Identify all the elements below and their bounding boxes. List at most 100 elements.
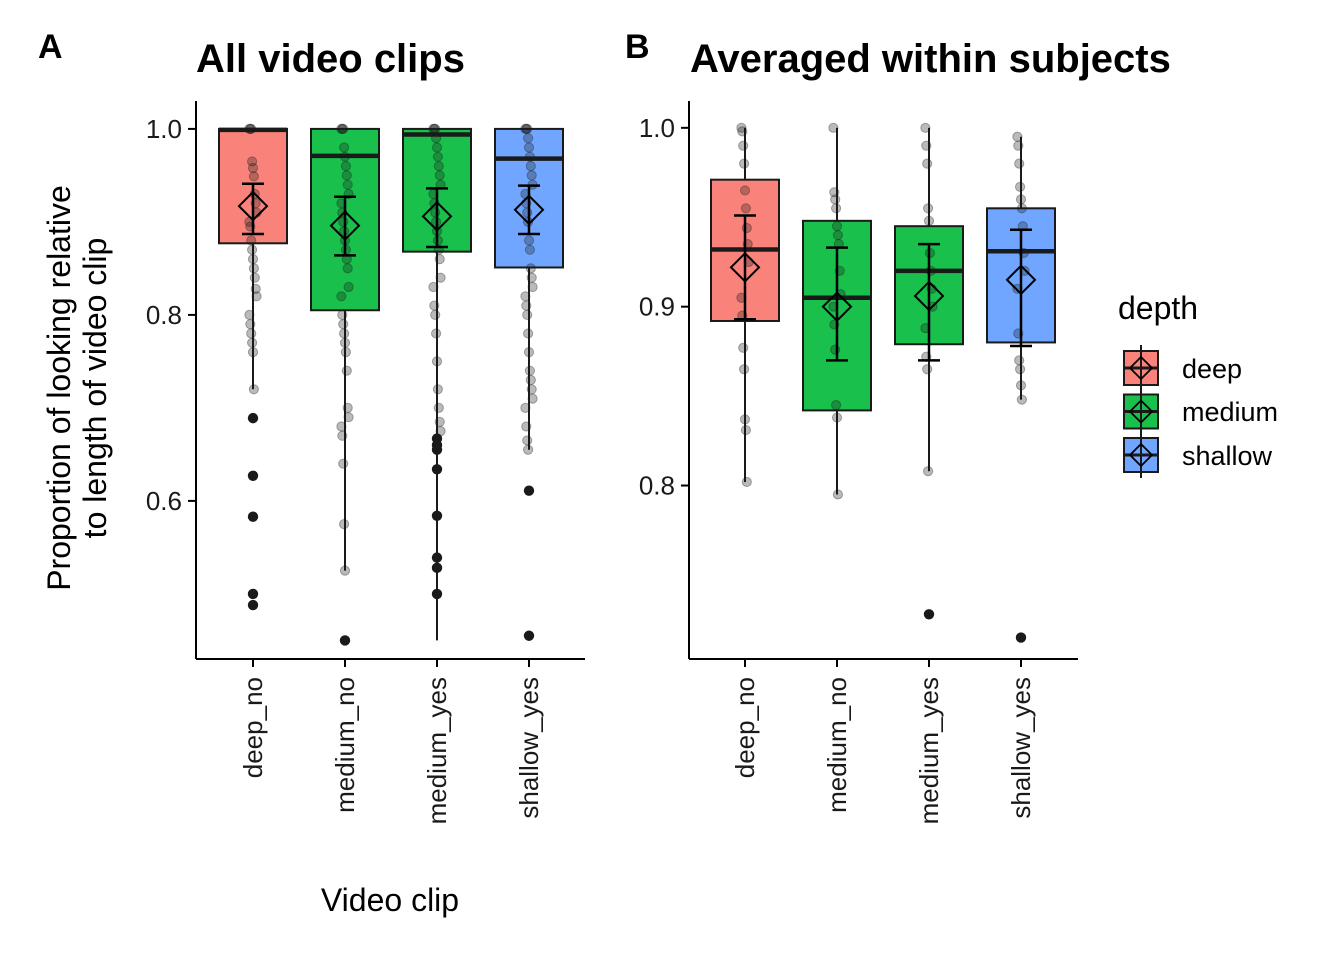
data-point (741, 476, 752, 488)
data-point (248, 263, 259, 274)
legend-keys (1123, 345, 1159, 478)
data-point (342, 263, 353, 274)
data-point (434, 254, 445, 265)
outlier-point (431, 444, 443, 455)
data-point (431, 142, 443, 153)
data-point (429, 300, 440, 311)
data-point (1016, 394, 1028, 405)
y-tick-label: 0.8 (146, 300, 182, 330)
data-point (522, 123, 533, 134)
outlier-point (247, 470, 259, 481)
data-point (921, 140, 932, 151)
data-point (342, 402, 353, 413)
x-tick-label: medium_yes (422, 677, 452, 824)
data-point (340, 347, 351, 358)
data-point (521, 300, 532, 311)
data-point (336, 123, 347, 134)
y-tick-label: 0.8 (639, 471, 675, 501)
data-point (920, 122, 931, 133)
outlier-point (431, 510, 443, 521)
legend: depth deep medium shallow (1118, 290, 1278, 478)
data-point (524, 244, 536, 255)
mean-diamond (729, 251, 761, 283)
data-point (737, 126, 748, 137)
data-point (830, 344, 841, 355)
data-point (521, 123, 532, 134)
outlier-point (923, 609, 935, 620)
data-point (434, 170, 445, 181)
data-point (435, 272, 446, 283)
data-point (244, 123, 255, 134)
data-point (431, 356, 443, 367)
data-point (342, 179, 353, 190)
outlier-point (431, 552, 443, 563)
data-point (738, 140, 749, 151)
data-point (1016, 203, 1028, 214)
data-point (336, 291, 347, 302)
panel-b-tag: B (625, 28, 650, 66)
data-point (739, 364, 750, 375)
data-point (246, 235, 257, 246)
outlier-point (247, 588, 259, 600)
data-point (245, 319, 256, 330)
x-tick-label: medium_no (822, 677, 852, 813)
data-point (1014, 158, 1025, 169)
data-point (343, 412, 354, 423)
data-point (828, 122, 839, 133)
data-point (831, 203, 842, 214)
data-point (524, 151, 536, 162)
data-point (247, 347, 259, 358)
mean-diamond (821, 291, 853, 323)
outlier-point (523, 630, 535, 641)
data-point (923, 215, 935, 226)
mean-diamond (1005, 264, 1037, 296)
data-point (523, 142, 535, 153)
data-point (337, 309, 348, 320)
data-point (520, 402, 531, 413)
data-point (739, 414, 751, 425)
y-axis-title-line-1: Proportion of looking relative (41, 185, 77, 591)
data-point (250, 283, 261, 294)
data-point (922, 158, 933, 169)
legend-title: depth (1118, 290, 1198, 326)
outlier-point (247, 412, 259, 424)
outlier-point (431, 464, 443, 475)
data-point (428, 123, 439, 134)
data-point (522, 309, 533, 320)
legend-label-shallow: shallow (1182, 441, 1273, 471)
data-point (338, 216, 349, 227)
data-point (523, 235, 535, 246)
data-point (248, 171, 259, 182)
data-point (527, 281, 538, 293)
data-point (431, 133, 442, 144)
data-point (433, 161, 444, 172)
data-point (831, 412, 843, 423)
data-point (247, 244, 258, 255)
panel-a-title: All video clips (196, 37, 465, 81)
data-point (739, 158, 750, 169)
data-point (1013, 140, 1024, 151)
data-point (830, 194, 841, 205)
data-point (432, 384, 443, 395)
data-point (832, 489, 844, 500)
y-tick-label: 0.9 (639, 292, 675, 322)
data-point (1014, 355, 1025, 366)
data-point (339, 151, 351, 162)
data-point (526, 384, 537, 395)
data-point (526, 170, 537, 181)
data-point (428, 281, 439, 293)
data-point (247, 156, 258, 167)
data-point (523, 328, 534, 339)
data-point (739, 185, 751, 196)
data-point (525, 374, 536, 386)
outlier-point (339, 635, 351, 646)
data-point (343, 281, 354, 293)
outlier-point (431, 588, 443, 600)
data-point (832, 230, 844, 241)
data-point (337, 430, 348, 441)
data-point (248, 384, 259, 395)
data-point (338, 123, 349, 134)
data-point (339, 565, 351, 576)
mean-diamond (329, 210, 361, 242)
mean-diamond (913, 280, 945, 312)
